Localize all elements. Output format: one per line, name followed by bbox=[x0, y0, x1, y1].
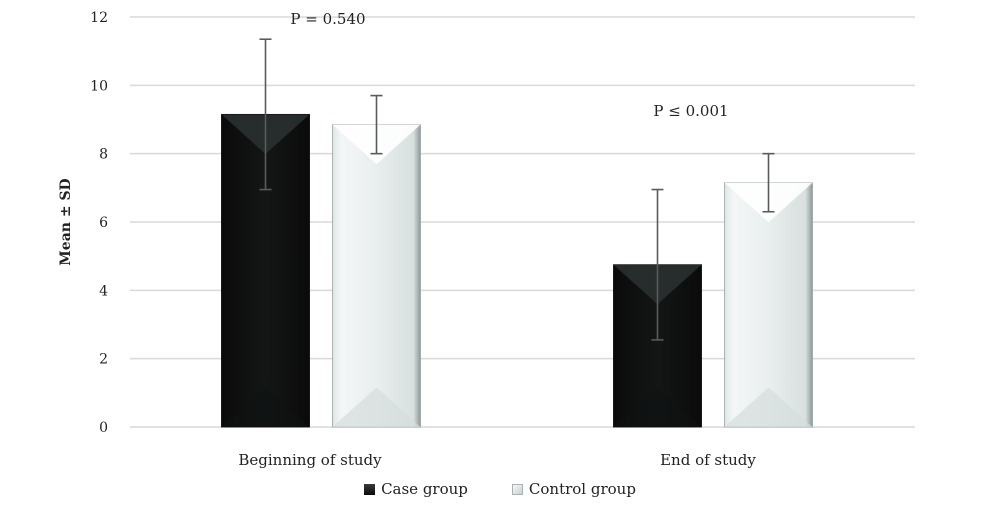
bar bbox=[332, 124, 421, 428]
error-bar bbox=[259, 38, 272, 191]
y-tick-label: 0 bbox=[99, 420, 108, 436]
y-axis-label: Mean ± SD bbox=[58, 178, 74, 265]
bar-bevel bbox=[221, 387, 310, 427]
p-value-annotation: P ≤ 0.001 bbox=[653, 102, 728, 120]
bar-case-group bbox=[221, 113, 310, 428]
y-axis-ticks: 0 2 4 6 8 10 12 bbox=[90, 10, 108, 436]
bar bbox=[724, 182, 813, 428]
y-tick-label: 6 bbox=[99, 215, 108, 231]
bar-control-group bbox=[724, 182, 813, 428]
y-tick-label: 8 bbox=[99, 147, 108, 163]
error-bar bbox=[762, 152, 775, 213]
legend-item-control: Control group bbox=[511, 478, 636, 500]
x-tick-label: End of study bbox=[660, 451, 756, 469]
x-tick-label: Beginning of study bbox=[238, 451, 382, 469]
error-bar bbox=[651, 188, 664, 341]
p-value-annotation: P = 0.540 bbox=[290, 10, 365, 28]
legend-item-case: Case group bbox=[364, 478, 468, 500]
y-tick-label: 4 bbox=[99, 283, 108, 299]
bar-bevel bbox=[724, 387, 813, 427]
legend-label: Control group bbox=[528, 480, 636, 498]
legend-swatch-control bbox=[511, 483, 523, 495]
y-tick-label: 12 bbox=[90, 10, 108, 26]
bar-control-group bbox=[332, 124, 421, 428]
bar-bevel bbox=[332, 387, 421, 427]
legend: Case group Control group bbox=[0, 478, 1000, 500]
bar-bevel bbox=[613, 387, 702, 427]
bars bbox=[221, 113, 813, 428]
error-bars bbox=[259, 38, 775, 341]
legend-label: Case group bbox=[381, 480, 468, 498]
y-tick-label: 2 bbox=[99, 352, 108, 368]
error-bar bbox=[370, 94, 383, 155]
y-tick-label: 10 bbox=[90, 78, 108, 94]
legend-swatch-case bbox=[364, 483, 376, 495]
